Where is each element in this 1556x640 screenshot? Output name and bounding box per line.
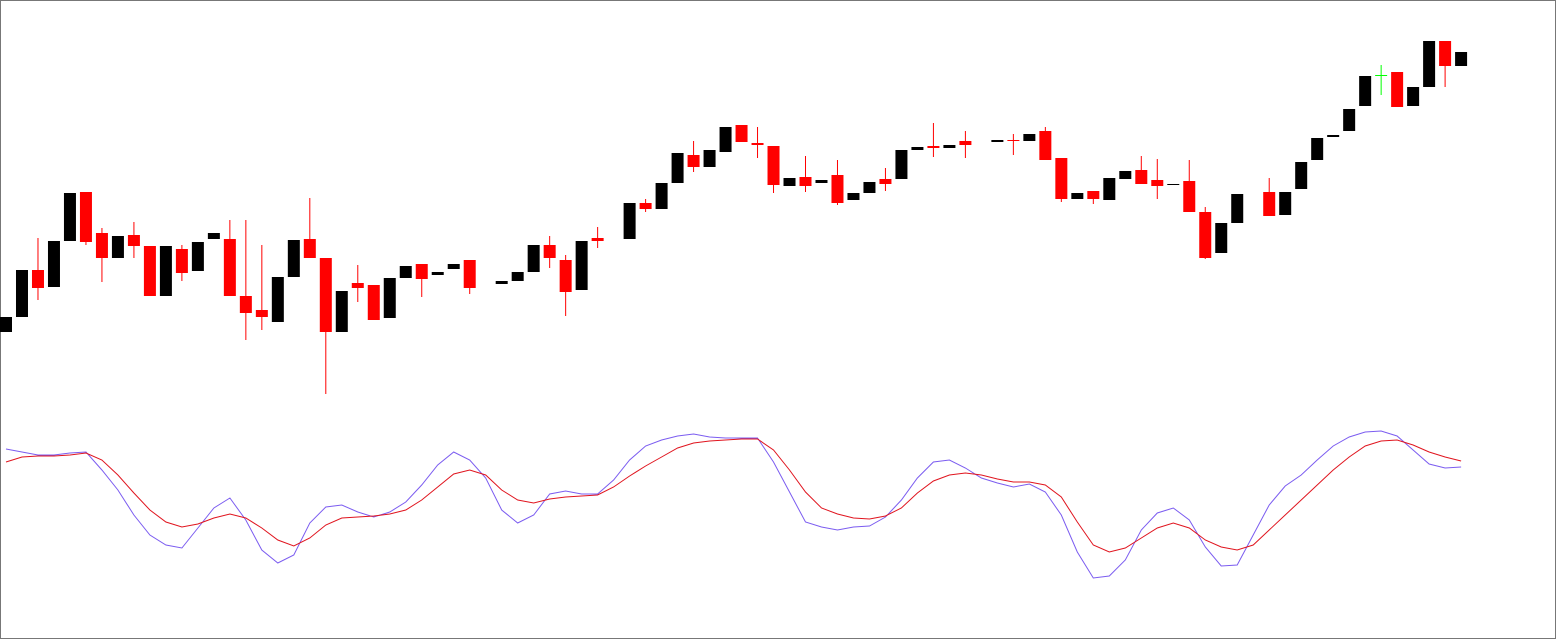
candle-body [623, 203, 636, 239]
candle-body [831, 175, 844, 203]
candle-body [47, 241, 60, 287]
candle-body [591, 238, 604, 241]
candle-body [1023, 134, 1036, 141]
candle-body [1407, 87, 1420, 106]
candle-body [959, 141, 972, 145]
candle-body [543, 245, 556, 258]
candle-body [1359, 76, 1372, 106]
candle-body [1119, 171, 1132, 179]
candle-body [1311, 138, 1324, 160]
oscillator [5, 430, 1462, 579]
candle-body [815, 180, 828, 183]
candle-body [703, 150, 716, 167]
candle-body [191, 242, 204, 271]
candle-body [255, 310, 268, 317]
candle-body [879, 179, 892, 184]
candle-body [1087, 191, 1100, 199]
candle-body [0, 317, 12, 332]
candle-body [1295, 162, 1308, 189]
candle-body [799, 177, 812, 186]
candle-body [111, 236, 124, 258]
candle-body [271, 277, 284, 322]
candle-body [1071, 193, 1084, 199]
candle-body [79, 192, 92, 242]
candle-body [863, 182, 876, 193]
candle-body [447, 264, 460, 269]
candle-body [383, 278, 396, 318]
candle-body [1135, 170, 1148, 184]
candle-body [159, 246, 172, 296]
candle-body [943, 145, 956, 148]
candle-body [1167, 184, 1180, 185]
candle-body [31, 270, 44, 288]
candle-body [367, 285, 380, 320]
candle-body [223, 239, 236, 296]
candle-body [1327, 135, 1340, 137]
candle-body [303, 239, 316, 258]
candle-body [1263, 192, 1276, 216]
candle-body [415, 264, 428, 279]
candle-body [287, 240, 300, 277]
candle-body [1055, 158, 1068, 199]
candle-body [399, 266, 412, 278]
candle-body [127, 235, 140, 246]
candle-body [719, 127, 732, 152]
candle-body [175, 249, 188, 273]
candle-body [639, 203, 652, 209]
candle-body [1231, 194, 1244, 223]
candle-body [319, 258, 332, 332]
candle-body [527, 245, 540, 272]
candle-body [1103, 178, 1116, 200]
candle-body [239, 296, 252, 313]
candle-body [95, 233, 108, 258]
candle-body [511, 272, 524, 281]
candle-body [143, 246, 156, 296]
candle-body [1215, 223, 1228, 253]
candle-body [15, 270, 28, 317]
candle-body [911, 147, 924, 150]
candle-body [1183, 181, 1196, 212]
candle-body [1423, 41, 1436, 87]
candle-body [655, 183, 668, 209]
indicator-line [5, 430, 1462, 579]
candle-body [735, 125, 748, 142]
candle-body [671, 153, 684, 183]
candle-body [1279, 192, 1292, 215]
candle-body [895, 150, 908, 179]
candle-body [1439, 41, 1452, 66]
candle-body [927, 146, 940, 148]
candle-body [335, 291, 348, 332]
candle-body [63, 193, 76, 241]
candle-body [1343, 109, 1356, 131]
candle-body [1375, 75, 1388, 76]
indicator-line [5, 438, 1462, 553]
candle-body [1455, 52, 1468, 66]
candle-body [495, 281, 508, 284]
candle-body [1391, 72, 1404, 107]
candle-body [1151, 180, 1164, 186]
candle-body [767, 146, 780, 185]
candle-body [1199, 212, 1212, 258]
candle-body [207, 233, 220, 239]
candles [0, 41, 1468, 394]
candle-body [847, 193, 860, 200]
candle-body [751, 143, 764, 145]
candle-body [687, 155, 700, 167]
candle-body [991, 140, 1004, 142]
candle-body [1039, 131, 1052, 160]
candle-body [575, 241, 588, 290]
candle-body [431, 272, 444, 275]
candle-body [783, 178, 796, 186]
candle-body [351, 283, 364, 288]
candle-body [559, 260, 572, 292]
candle-body [1007, 140, 1020, 141]
candle-body [463, 260, 476, 288]
